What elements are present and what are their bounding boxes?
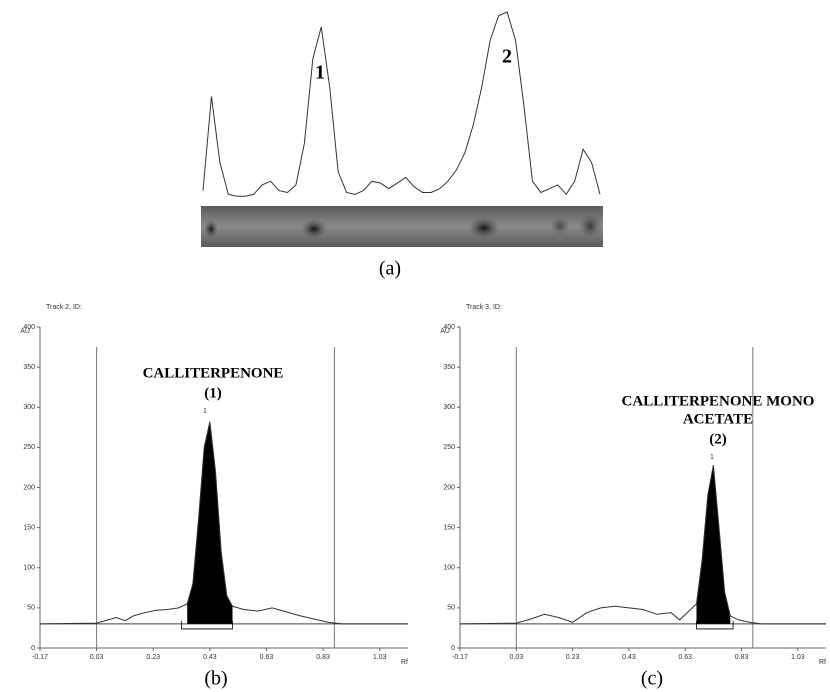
track-title: Track 3, ID:: [466, 304, 502, 311]
trace: [459, 464, 826, 625]
x-tick-label: 0.63: [678, 654, 692, 661]
peak-area: [187, 421, 233, 624]
x-tick-label: 1.03: [373, 654, 387, 661]
y-tick-label: 300: [23, 404, 35, 411]
peak-area: [696, 465, 731, 624]
x-tick-label: 0.43: [203, 654, 217, 661]
x-tick-label: -0.17: [452, 654, 468, 661]
y-tick-label: 0: [451, 645, 455, 652]
trace: [39, 421, 408, 625]
y-tick-label: 200: [443, 484, 455, 491]
peak-label: 1: [203, 408, 207, 415]
caption: (a): [379, 258, 401, 280]
y-tick-label: 100: [23, 565, 35, 572]
x-tick-label: -0.17: [32, 654, 48, 661]
peak-bracket: [696, 620, 734, 630]
trace: [202, 11, 601, 197]
peak-label: 1: [710, 454, 714, 461]
y-axis-label: AU: [20, 328, 30, 335]
y-tick-label: 300: [443, 404, 455, 411]
x-tick-label: 0.83: [735, 654, 749, 661]
x-tick-label: 0.63: [260, 654, 274, 661]
x-tick-label: 0.23: [146, 654, 160, 661]
y-tick-label: 150: [443, 524, 455, 531]
y-tick-label: 50: [27, 605, 35, 612]
x-tick-label: 0.43: [622, 654, 636, 661]
y-tick-label: 150: [23, 524, 35, 531]
y-tick-label: 350: [443, 364, 455, 371]
x-tick-label: 0.03: [509, 654, 523, 661]
y-tick-label: 0: [31, 645, 35, 652]
peak-bracket: [181, 620, 233, 630]
peak-label: 2: [502, 46, 512, 68]
annotation: (1): [204, 385, 222, 401]
y-axis-label: AU: [440, 328, 450, 335]
annotation: (2): [709, 431, 727, 447]
x-axis-label: Rf: [401, 659, 408, 666]
annotation: CALLITERPENONE MONO: [622, 393, 815, 409]
track-title: Track 2, ID:: [46, 304, 82, 311]
caption: (b): [204, 668, 227, 690]
y-tick-label: 100: [443, 565, 455, 572]
caption: (c): [641, 668, 663, 690]
x-tick-label: 1.03: [791, 654, 805, 661]
x-axis-label: Rf: [819, 659, 826, 666]
x-tick-label: 0.83: [316, 654, 330, 661]
y-tick-label: 400: [443, 324, 455, 331]
y-tick-label: 350: [23, 364, 35, 371]
annotation: ACETATE: [683, 411, 753, 427]
y-tick-label: 200: [23, 484, 35, 491]
y-tick-label: 250: [443, 444, 455, 451]
x-tick-label: 0.23: [566, 654, 580, 661]
y-tick-label: 400: [23, 324, 35, 331]
y-tick-label: 50: [447, 605, 455, 612]
x-tick-label: 0.03: [90, 654, 104, 661]
y-tick-label: 250: [23, 444, 35, 451]
annotation: CALLITERPENONE: [143, 365, 284, 381]
tlc-plate: [201, 206, 603, 247]
peak-label: 1: [315, 62, 325, 84]
